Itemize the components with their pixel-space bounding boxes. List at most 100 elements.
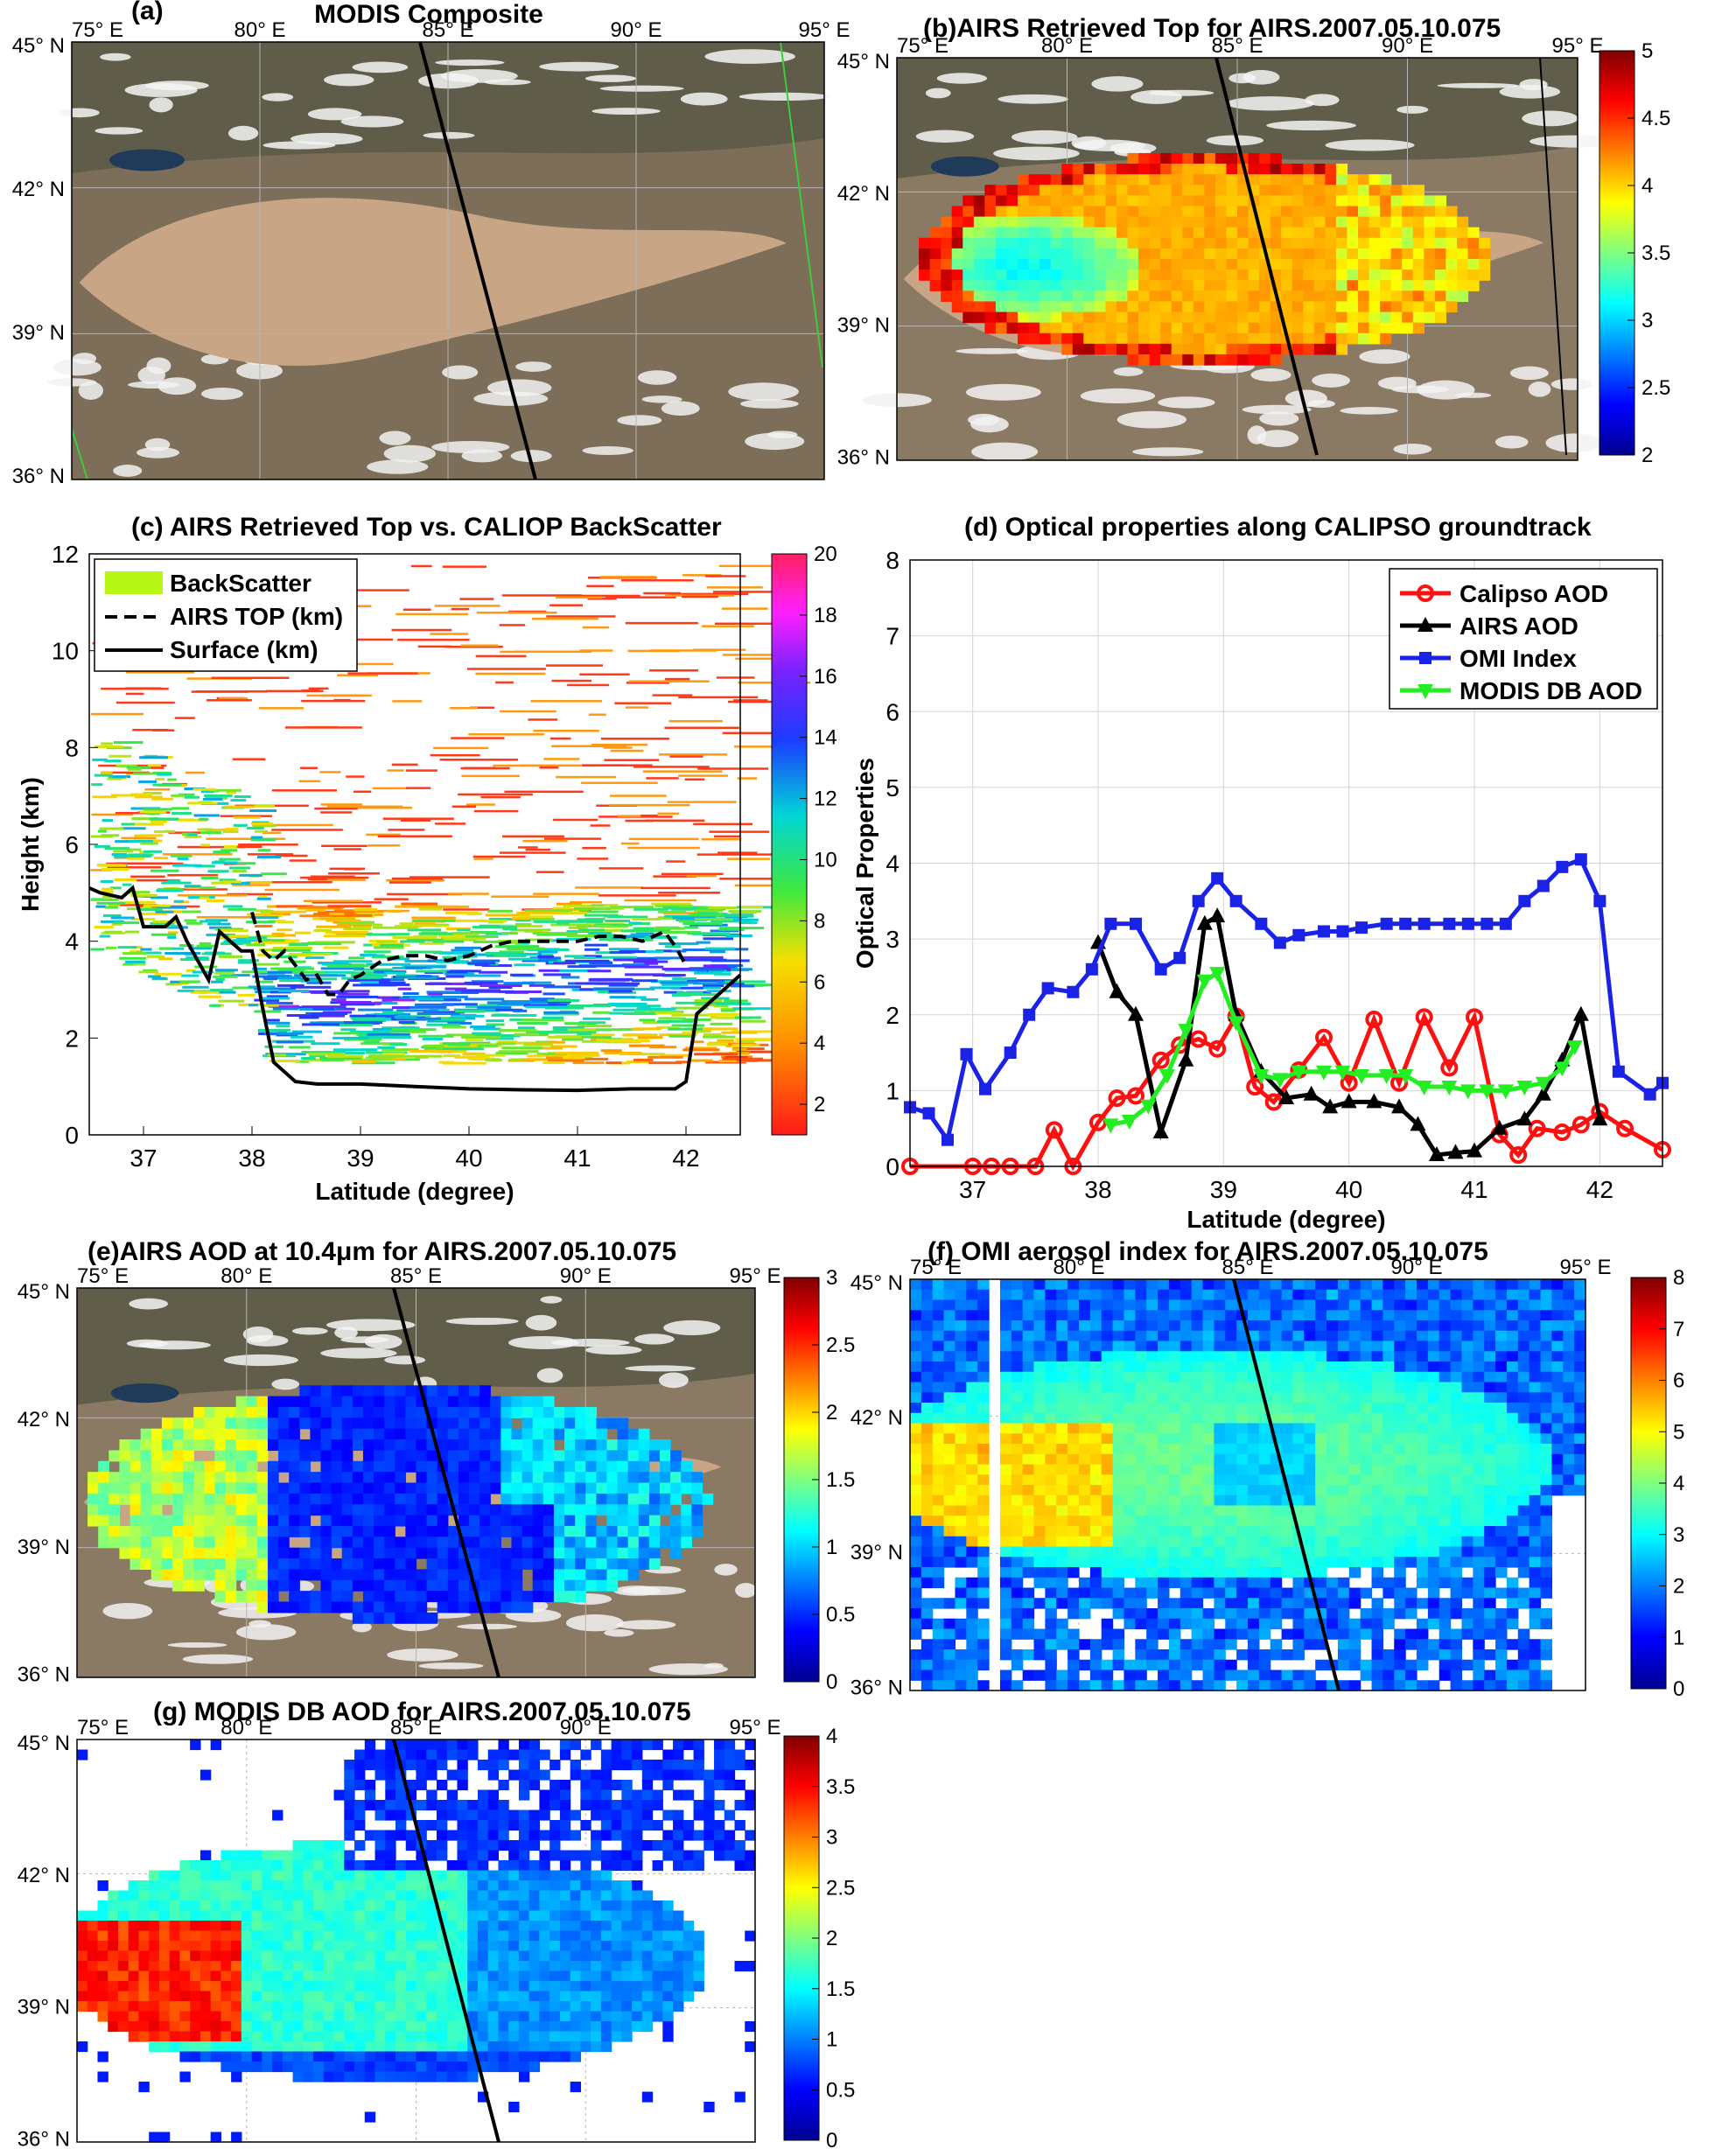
heat-cell bbox=[1434, 259, 1447, 270]
backscatter-cell bbox=[126, 766, 151, 769]
panel-c-title: (c) AIRS Retrieved Top vs. CALIOP BackSc… bbox=[131, 513, 722, 542]
heat-cell bbox=[585, 1460, 597, 1473]
backscatter-cell bbox=[550, 923, 592, 927]
backscatter-strip bbox=[575, 886, 643, 889]
backscatter-strip bbox=[374, 898, 409, 900]
backscatter-strip bbox=[603, 746, 633, 749]
backscatter-cell bbox=[662, 906, 680, 909]
backscatter-cell bbox=[354, 908, 378, 912]
heat-cell bbox=[1040, 290, 1052, 303]
heat-cell bbox=[362, 1601, 374, 1614]
heat-cell bbox=[1040, 185, 1052, 196]
backscatter-strip bbox=[430, 633, 469, 635]
heat-cell bbox=[1191, 1474, 1204, 1486]
backscatter-cell bbox=[474, 1054, 506, 1057]
backscatter-strip bbox=[567, 683, 610, 687]
heat-cell bbox=[119, 1493, 131, 1505]
heat-cell bbox=[1214, 1403, 1226, 1414]
heat-cell bbox=[331, 1482, 343, 1494]
heat-cell bbox=[962, 280, 975, 291]
lat-tick-label: 42° N bbox=[850, 1406, 903, 1430]
heat-cell bbox=[1236, 1279, 1249, 1291]
heat-cell bbox=[1204, 280, 1216, 291]
heat-cell bbox=[299, 1504, 312, 1516]
heat-cell bbox=[235, 1569, 248, 1581]
backscatter-strip bbox=[530, 700, 602, 703]
heat-cell bbox=[977, 1587, 990, 1599]
backscatter-cell bbox=[579, 988, 593, 991]
backscatter-strip bbox=[308, 687, 329, 690]
heat-cell bbox=[500, 1439, 513, 1452]
heat-cell bbox=[1225, 1639, 1237, 1650]
backscatter-strip bbox=[402, 608, 431, 611]
heat-cell bbox=[585, 1558, 597, 1570]
heat-cell bbox=[1089, 1423, 1102, 1434]
heat-cell bbox=[1149, 164, 1161, 175]
heat-cell bbox=[596, 1439, 608, 1452]
heat-cell bbox=[1191, 1423, 1204, 1434]
heat-cell bbox=[447, 1406, 459, 1418]
heat-cell bbox=[426, 1515, 438, 1527]
heat-cell bbox=[511, 1591, 523, 1603]
heat-cell bbox=[426, 1612, 438, 1624]
heat-cell bbox=[150, 1547, 163, 1559]
heat-cell bbox=[1226, 280, 1238, 291]
heat-cell bbox=[1124, 1546, 1136, 1558]
heat-cell bbox=[161, 1493, 173, 1505]
heat-cell bbox=[1040, 259, 1052, 270]
backscatter-cell bbox=[309, 1054, 326, 1058]
heat-cell bbox=[955, 1444, 967, 1455]
backscatter-cell bbox=[318, 974, 346, 977]
backscatter-cell bbox=[205, 829, 234, 832]
heat-cell bbox=[943, 1382, 956, 1393]
backscatter-cell bbox=[509, 1058, 526, 1061]
backscatter-strip bbox=[168, 831, 219, 834]
heat-cell bbox=[98, 1536, 109, 1549]
data-point bbox=[1429, 1146, 1445, 1162]
backscatter-cell bbox=[623, 1012, 657, 1016]
heat-cell bbox=[910, 1403, 922, 1414]
backscatter-cell bbox=[532, 932, 578, 935]
heat-cell bbox=[1168, 1659, 1181, 1671]
heat-cell bbox=[374, 1515, 385, 1527]
heat-cell bbox=[920, 1362, 934, 1373]
heat-cell bbox=[1101, 1680, 1114, 1691]
heat-cell bbox=[984, 248, 997, 260]
heat-cell bbox=[1202, 1382, 1214, 1393]
heat-cell bbox=[1011, 1351, 1024, 1362]
heat-cell bbox=[1040, 322, 1052, 334]
heat-cell bbox=[1225, 1330, 1237, 1342]
heat-cell bbox=[267, 1569, 279, 1581]
snow-patch bbox=[1530, 135, 1619, 148]
heat-cell bbox=[920, 1433, 934, 1445]
heat-cell bbox=[966, 1340, 978, 1352]
heat-cell bbox=[1089, 1474, 1102, 1486]
heat-cell bbox=[955, 1516, 967, 1527]
backscatter-cell bbox=[155, 778, 165, 781]
heat-cell bbox=[1226, 164, 1238, 175]
heat-cell bbox=[1214, 332, 1228, 345]
backscatter-cell bbox=[350, 1017, 385, 1020]
heat-cell bbox=[542, 1460, 555, 1473]
data-point bbox=[1416, 1081, 1432, 1096]
heat-cell bbox=[511, 1482, 523, 1494]
heat-cell bbox=[500, 1558, 513, 1570]
backscatter-cell bbox=[352, 1060, 376, 1063]
heat-cell bbox=[1168, 1670, 1181, 1681]
heat-cell bbox=[246, 1418, 258, 1430]
backscatter-cell bbox=[583, 1017, 611, 1020]
heat-cell bbox=[1018, 290, 1030, 303]
backscatter-cell bbox=[270, 967, 315, 970]
data-point bbox=[1528, 1119, 1546, 1138]
heat-cell bbox=[1402, 270, 1414, 281]
heat-cell bbox=[1146, 1485, 1158, 1496]
heat-cell bbox=[1335, 280, 1348, 291]
heat-cell bbox=[246, 1569, 258, 1581]
heat-cell bbox=[1124, 1680, 1136, 1691]
heat-cell bbox=[638, 1525, 650, 1537]
heat-cell bbox=[161, 1525, 173, 1537]
heat-cell bbox=[1124, 1371, 1136, 1383]
heat-cell bbox=[627, 1428, 640, 1440]
snow-patch bbox=[442, 365, 479, 380]
heat-cell bbox=[204, 1525, 216, 1537]
